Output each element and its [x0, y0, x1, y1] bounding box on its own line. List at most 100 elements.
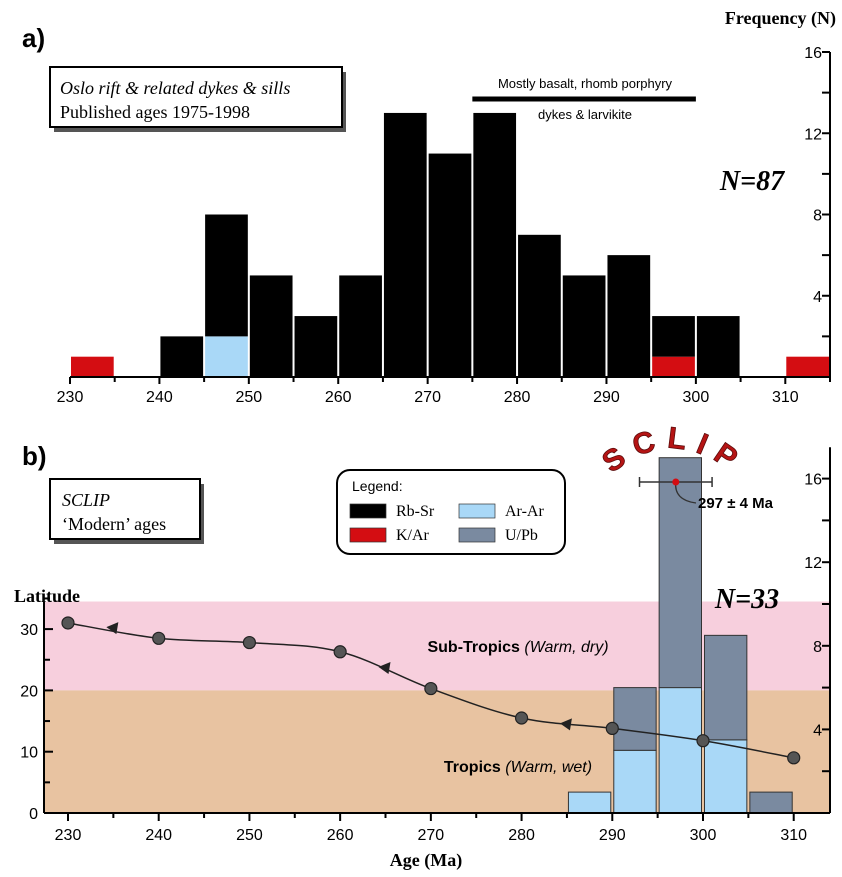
panel-a-x-tick-label: 240	[146, 389, 173, 406]
panel-a-y-tick-label: 8	[813, 208, 822, 225]
panel-a-y-tick-label: 4	[813, 289, 822, 306]
latitude-point	[152, 631, 166, 645]
panel-b-right-tick-label: 16	[804, 472, 822, 489]
panel-b-x-tick-label: 250	[236, 827, 263, 844]
histogram-bar-rbsr-295	[652, 316, 695, 357]
histogram-bar-arar-285	[567, 791, 612, 814]
panel-b-legend: Legend: Rb-Sr K/Ar Ar-Ar U/Pb	[336, 469, 566, 555]
histogram-bar-rbsr-255	[294, 316, 338, 377]
panel-a-x-tick-label: 270	[414, 389, 441, 406]
legend-label-rbsr: Rb-Sr	[396, 503, 435, 520]
panel-a-box	[49, 66, 343, 128]
zone-label-subtropics: Sub-Tropics (Warm, dry)	[427, 639, 608, 656]
panel-a-annotation-line2: dykes & larvikite	[538, 107, 632, 122]
latitude-point	[514, 711, 529, 725]
panel-a-box-title: Oslo rift & related dykes & sills	[60, 78, 290, 98]
histogram-bar-kar-230	[71, 356, 114, 377]
histogram-bar-arar-295	[658, 687, 703, 814]
legend-swatch-rbsr	[349, 503, 387, 519]
sclip-age-dot	[672, 478, 680, 486]
panel-a-x-tick-label: 260	[325, 389, 352, 406]
latitude-point	[61, 616, 75, 630]
legend-title: Legend:	[352, 478, 403, 494]
panel-a-x-tick-label: 250	[235, 389, 262, 406]
latitude-arrow	[106, 622, 119, 635]
histogram-bar-upb-295	[658, 457, 703, 689]
panel-b-right-tick-label: 4	[813, 722, 822, 739]
sclip-age-label: 297 ± 4 Ma	[698, 495, 774, 512]
latitude-arrow	[378, 661, 391, 674]
panel-b-left-tick-label: 10	[20, 745, 38, 762]
histogram-bar-arar-245	[205, 336, 248, 377]
panel-a-bars	[71, 112, 829, 377]
legend-label-arar: Ar-Ar	[505, 503, 544, 520]
panel-a-x-tick-label: 280	[504, 389, 531, 406]
histogram-bar-arar-300	[704, 739, 748, 814]
panel-b-latitude-path	[61, 616, 801, 765]
panel-b-n-label: N=33	[714, 584, 779, 615]
histogram-bar-rbsr-300	[696, 316, 740, 377]
latitude-point	[424, 681, 438, 696]
legend-swatch-kar	[349, 527, 387, 543]
panel-b-right-tick-label: 12	[804, 555, 822, 572]
panel-a-annotation-line1: Mostly basalt, rhomb porphyry	[498, 76, 673, 91]
histogram-bar-rbsr-240	[160, 336, 204, 377]
panel-b-chart: b) Sub-Tropics (Warm, dry) Tropics (Warm,…	[14, 421, 831, 871]
panel-b-box-subtitle: ‘Modern’ ages	[62, 514, 166, 534]
panel-b-x-tick-label: 230	[55, 827, 82, 844]
panel-b-box	[49, 478, 201, 540]
zone-desc-tropics: (Warm, wet)	[505, 759, 592, 776]
panel-b-x-tick-label: 300	[690, 827, 717, 844]
histogram-bar-rbsr-285	[562, 275, 606, 377]
panel-b-left-tick-label: 20	[20, 683, 38, 700]
histogram-bar-upb-290	[613, 687, 657, 751]
panel-b-left-tick-label: 0	[29, 806, 38, 823]
zone-desc-subtropics: (Warm, dry)	[524, 639, 608, 656]
panel-a-x-tick-label: 310	[772, 389, 799, 406]
panel-b-bars	[567, 457, 793, 814]
panel-a-x-tick-label: 230	[57, 389, 84, 406]
panel-a-y-tick-label: 12	[804, 126, 822, 143]
histogram-bar-rbsr-250	[249, 275, 293, 377]
panel-b-left-tick-label: 30	[20, 622, 38, 639]
panel-b-x-tick-label: 270	[418, 827, 445, 844]
zone-name-subtropics: Sub-Tropics	[427, 639, 524, 656]
histogram-bar-rbsr-260	[339, 275, 382, 377]
panel-a-n-label: N=87	[719, 166, 785, 197]
panel-b-label: b)	[22, 441, 47, 471]
panel-a-ylabel: Frequency (N)	[725, 8, 836, 29]
zone-label-tropics: Tropics (Warm, wet)	[444, 759, 592, 776]
panel-b-x-tick-label: 310	[780, 827, 807, 844]
histogram-bar-rbsr-245	[205, 214, 248, 337]
panel-a-axes: 230 240 250 260 270 280 290 300 310 4 8 12 16	[57, 45, 831, 406]
legend-frame	[336, 469, 566, 555]
histogram-bar-kar-295	[652, 356, 695, 377]
panel-b-x-tick-label: 290	[599, 827, 626, 844]
panel-b-xlabel: Age (Ma)	[390, 850, 462, 871]
panel-a-box-subtitle: Published ages 1975-1998	[60, 102, 250, 122]
legend-label-kar: K/Ar	[396, 527, 430, 544]
sclip-age-marker	[638, 477, 713, 504]
panel-b-axes: 230 240 250 260 270 280 290 300 310 0 10 20 30 4 8 12 16	[20, 447, 831, 844]
panel-b-ylabel: Latitude	[14, 586, 80, 606]
panel-a-x-tick-label: 290	[593, 389, 620, 406]
histogram-bar-rbsr-290	[607, 255, 651, 377]
histogram-bar-upb-300	[704, 634, 748, 741]
histogram-bar-rbsr-270	[428, 153, 472, 377]
latitude-point	[696, 734, 710, 748]
legend-label-upb: U/Pb	[505, 527, 538, 544]
panel-b-x-tick-label: 240	[145, 827, 172, 844]
panel-b-box-title: SCLIP	[62, 490, 110, 510]
panel-a-x-tick-label: 300	[683, 389, 710, 406]
latitude-arrow	[559, 718, 572, 731]
latitude-point	[333, 645, 347, 659]
panel-b-right-tick-label: 8	[813, 639, 822, 656]
legend-swatch-arar	[458, 503, 496, 519]
panel-a-y-tick-label: 16	[804, 45, 822, 62]
latitude-point	[605, 721, 619, 736]
histogram-bar-rbsr-280	[518, 234, 561, 377]
zone-name-tropics: Tropics	[444, 759, 505, 776]
histogram-bar-arar-290	[613, 749, 657, 814]
histogram-bar-rbsr-275	[473, 112, 517, 377]
